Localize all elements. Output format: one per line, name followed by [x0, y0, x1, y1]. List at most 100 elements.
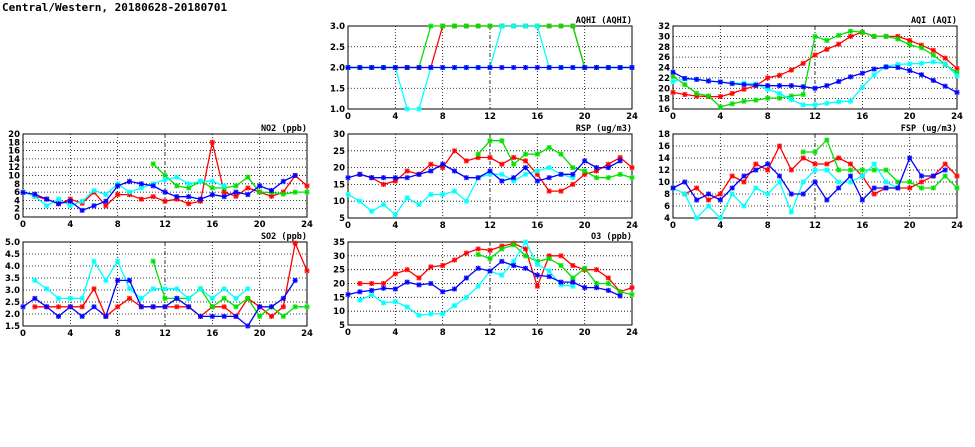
data-point	[824, 38, 830, 44]
marker-star	[777, 90, 782, 96]
marker-star	[233, 183, 239, 189]
data-point	[91, 286, 97, 292]
marker-star	[280, 295, 286, 301]
data-point	[871, 161, 877, 167]
marker-star	[836, 167, 842, 173]
marker-star	[138, 185, 144, 191]
data-point	[162, 198, 168, 204]
data-point	[499, 272, 505, 278]
data-point	[233, 189, 239, 195]
marker-star	[534, 65, 540, 70]
marker-star	[706, 78, 711, 84]
data-point	[381, 181, 386, 187]
marker-star	[221, 304, 227, 310]
marker-star	[617, 171, 623, 177]
y-tick-label: 12	[8, 163, 20, 173]
marker-star	[848, 161, 853, 167]
x-tick-label: 16	[206, 329, 218, 339]
marker-star	[452, 303, 457, 309]
data-point	[115, 304, 121, 310]
data-point	[174, 183, 180, 189]
data-point	[800, 179, 806, 185]
rsp-chart: 5 10 15 20 25 30 0 4 8 12 16 20 24 RSP (ug/m3)	[333, 124, 638, 231]
data-point	[895, 185, 901, 191]
marker-star	[605, 161, 611, 167]
marker-star	[546, 65, 552, 70]
marker-star	[392, 298, 398, 304]
y-tick-label: 20	[8, 130, 20, 140]
marker-star	[428, 264, 434, 270]
x-tick-label: 0	[670, 221, 676, 231]
data-point	[475, 251, 481, 257]
marker-star	[605, 287, 611, 293]
marker-star	[428, 311, 434, 317]
marker-star	[582, 171, 588, 177]
data-point	[452, 188, 457, 194]
marker-star	[56, 313, 61, 319]
data-point	[416, 171, 422, 177]
series-red	[357, 148, 635, 194]
y-tick-label: 5	[339, 214, 345, 224]
data-point	[871, 72, 877, 78]
series-blue	[20, 277, 298, 329]
marker-star	[115, 304, 121, 310]
data-point	[487, 247, 493, 253]
x-tick-label: 12	[484, 328, 496, 338]
data-point	[440, 289, 446, 295]
y-tick-label: 18	[658, 130, 670, 140]
data-point	[523, 23, 528, 29]
data-point	[221, 295, 227, 301]
data-point	[369, 281, 375, 286]
series-line-red	[359, 242, 633, 293]
marker-star	[499, 243, 505, 249]
marker-star	[44, 286, 50, 292]
marker-star	[487, 247, 493, 253]
series-blue	[670, 64, 960, 95]
marker-star	[753, 82, 759, 88]
marker-star	[103, 192, 109, 198]
marker-star	[570, 263, 576, 269]
data-point	[475, 246, 481, 252]
data-point	[605, 281, 611, 286]
data-point	[416, 106, 422, 112]
marker-star	[345, 65, 351, 70]
y-tick-label: 3.0	[330, 22, 345, 32]
marker-star	[357, 289, 363, 295]
marker-star	[523, 65, 528, 70]
data-point	[694, 93, 700, 99]
marker-star	[186, 181, 192, 187]
data-point	[777, 143, 782, 149]
data-point	[392, 65, 398, 70]
data-point	[280, 313, 286, 319]
marker-star	[127, 295, 132, 301]
data-point	[812, 149, 818, 155]
marker-star	[233, 304, 239, 310]
data-point	[729, 185, 735, 191]
data-point	[534, 168, 540, 174]
y-tick-label: 1.5	[330, 84, 345, 94]
data-point	[629, 175, 635, 181]
marker-star	[198, 286, 203, 292]
x-tick-label: 0	[20, 329, 26, 339]
data-point	[765, 167, 771, 173]
marker-star	[44, 196, 50, 202]
marker-star	[670, 89, 676, 95]
x-tick-label: 8	[765, 112, 771, 122]
data-point	[463, 158, 469, 164]
data-point	[487, 65, 493, 70]
marker-star	[67, 203, 73, 209]
data-point	[127, 295, 132, 301]
data-point	[280, 191, 286, 197]
marker-star	[198, 196, 203, 202]
y-tick-label: 26	[658, 53, 670, 63]
marker-star	[534, 283, 540, 289]
marker-star	[812, 167, 818, 173]
data-point	[499, 138, 505, 144]
marker-star	[499, 272, 505, 278]
marker-star	[463, 275, 469, 281]
x-tick-label: 16	[856, 221, 868, 231]
marker-star	[452, 257, 457, 263]
data-point	[848, 98, 853, 104]
marker-star	[919, 72, 924, 78]
